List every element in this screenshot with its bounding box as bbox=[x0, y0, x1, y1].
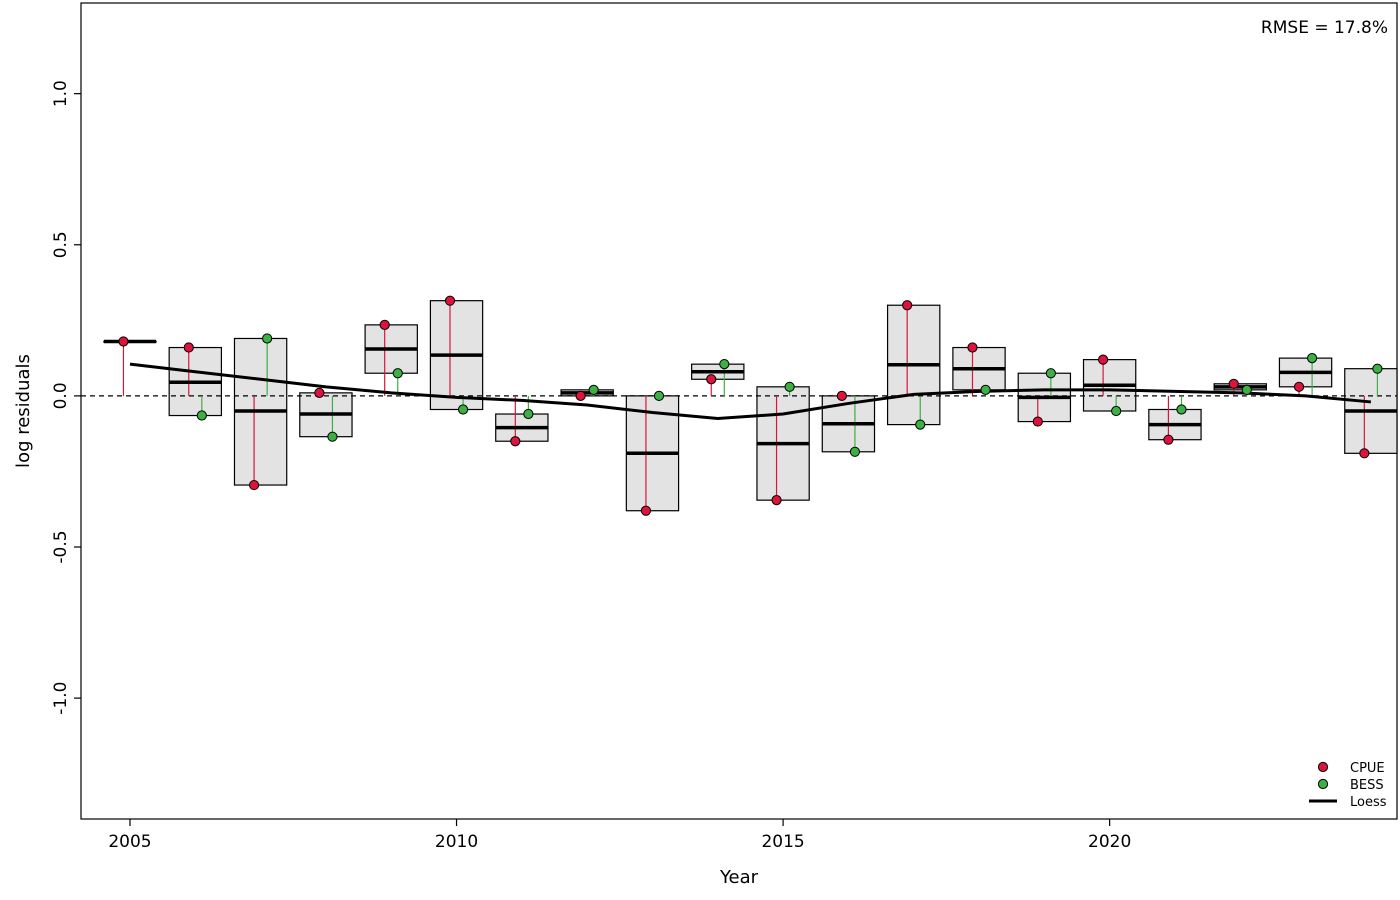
cpue-point-2017 bbox=[902, 300, 913, 311]
x-axis: 2005 2010 2015 2020 bbox=[108, 819, 1131, 852]
bess-point-2006 bbox=[196, 410, 207, 421]
x-tick-label-2020: 2020 bbox=[1088, 832, 1131, 852]
cpue-point-2024 bbox=[1359, 448, 1370, 459]
bess-point-2018 bbox=[980, 384, 991, 395]
bess-point-2013 bbox=[653, 390, 665, 401]
cpue-point-2020 bbox=[1098, 354, 1109, 365]
bess-point-2010 bbox=[457, 404, 469, 415]
x-tick-label-2015: 2015 bbox=[761, 832, 804, 852]
cpue-point-2014 bbox=[706, 374, 717, 385]
bess-point-2009 bbox=[392, 368, 403, 379]
bess-point-2008 bbox=[327, 431, 338, 442]
cpue-point-2013 bbox=[640, 505, 652, 516]
y-tick-label-4: 1.0 bbox=[51, 80, 71, 107]
legend-cpue-marker bbox=[1317, 761, 1329, 773]
bess-point-2007 bbox=[262, 333, 273, 344]
legend-bess-label: BESS bbox=[1350, 778, 1384, 793]
points-layer bbox=[118, 295, 1383, 516]
legend-cpue-label: CPUE bbox=[1350, 761, 1385, 776]
cpue-point-2021 bbox=[1163, 434, 1174, 445]
y-axis-title: log residuals bbox=[13, 354, 34, 468]
y-tick-label-1: -0.5 bbox=[51, 530, 71, 563]
cpue-point-2007 bbox=[248, 479, 260, 491]
legend: CPUE BESS Loess bbox=[1309, 761, 1387, 810]
rmse-annotation: RMSE = 17.8% bbox=[1261, 18, 1388, 38]
x-axis-title: Year bbox=[719, 867, 759, 888]
bess-point-2015 bbox=[784, 381, 795, 392]
cpue-point-2019 bbox=[1032, 416, 1043, 427]
cpue-point-2012 bbox=[575, 390, 586, 401]
loess-line bbox=[129, 362, 1372, 421]
cpue-point-2018 bbox=[967, 342, 978, 353]
bess-point-2012 bbox=[588, 384, 599, 395]
bess-point-2011 bbox=[523, 408, 534, 420]
bess-point-2016 bbox=[849, 446, 861, 457]
cpue-point-2015 bbox=[771, 495, 782, 506]
bess-point-2023 bbox=[1306, 353, 1318, 364]
bess-point-2020 bbox=[1111, 405, 1122, 417]
bess-point-2021 bbox=[1176, 404, 1187, 415]
cpue-point-2016 bbox=[836, 390, 847, 401]
cpue-point-2010 bbox=[444, 295, 456, 306]
cpue-point-2023 bbox=[1293, 381, 1305, 392]
x-tick-label-2005: 2005 bbox=[108, 832, 151, 852]
y-tick-label-3: 0.5 bbox=[51, 231, 71, 258]
legend-bess-marker bbox=[1317, 778, 1329, 790]
legend-loess-label: Loess bbox=[1350, 795, 1387, 810]
y-tick-label-0: -1.0 bbox=[51, 682, 71, 715]
bess-point-2017 bbox=[915, 419, 926, 430]
bess-point-2024 bbox=[1372, 363, 1383, 374]
cpue-point-2005 bbox=[118, 336, 129, 347]
y-tick-label-2: 0.0 bbox=[51, 382, 71, 409]
cpue-point-2009 bbox=[379, 319, 390, 330]
bess-point-2019 bbox=[1045, 368, 1056, 379]
cpue-point-2006 bbox=[183, 342, 194, 353]
cpue-point-2011 bbox=[510, 436, 521, 447]
bess-point-2022 bbox=[1241, 384, 1252, 395]
bess-point-2014 bbox=[719, 359, 730, 370]
cpue-point-2022 bbox=[1228, 378, 1239, 389]
medians-layer bbox=[103, 339, 1397, 456]
cpue-point-2008 bbox=[314, 387, 325, 398]
segments-layer bbox=[122, 300, 1379, 511]
x-tick-label-2010: 2010 bbox=[435, 832, 478, 852]
y-axis: -1.0 -0.5 0.0 0.5 1.0 bbox=[51, 80, 81, 715]
